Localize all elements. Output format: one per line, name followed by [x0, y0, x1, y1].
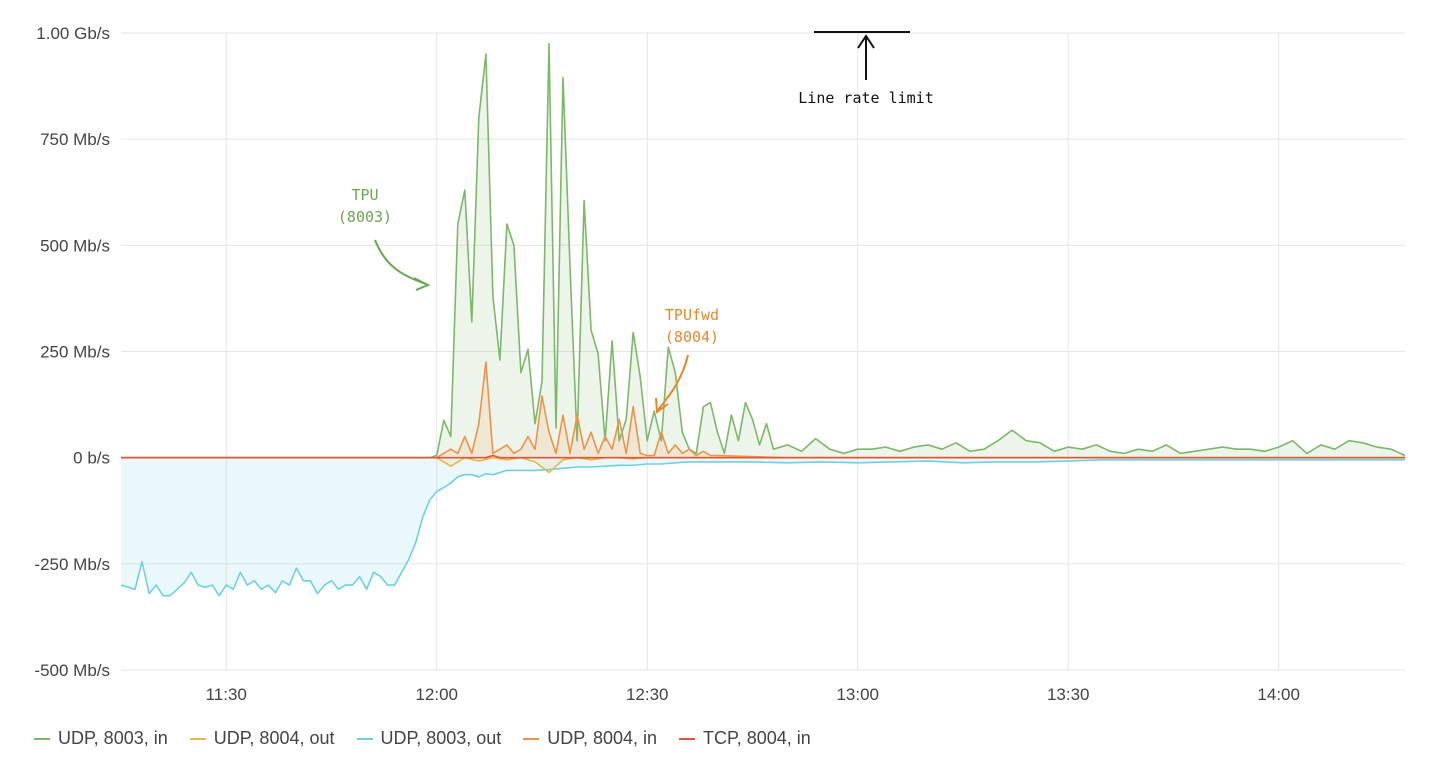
y-tick-label: 0 b/s — [73, 449, 110, 468]
legend-label: UDP, 8004, out — [213, 728, 335, 748]
legend-item[interactable]: TCP, 8004, in — [679, 728, 811, 749]
annotation-text: (8003) — [338, 208, 392, 226]
x-tick-label: 13:30 — [1047, 685, 1090, 704]
annotation-text: Line rate limit — [798, 89, 933, 107]
annotation-line-rate-limit: Line rate limit — [798, 31, 934, 107]
legend-item[interactable]: UDP, 8004, in — [523, 728, 657, 749]
series-lines — [120, 42, 1406, 597]
y-tick-label: -250 Mb/s — [34, 555, 110, 574]
x-axis-ticks: 11:30 12:00 12:30 13:00 13:30 14:00 — [206, 685, 1300, 704]
legend-label: UDP, 8004, in — [547, 728, 658, 748]
legend-swatch-icon — [679, 737, 696, 740]
y-tick-label: -500 Mb/s — [34, 661, 110, 680]
annotation-text: TPUfwd — [665, 306, 719, 324]
annotation-tpu: TPU (8003) — [338, 186, 431, 291]
arrow-icon — [374, 239, 431, 291]
x-tick-label: 13:00 — [836, 685, 879, 704]
annotation-tpufwd: TPUfwd (8004) — [655, 306, 719, 414]
y-tick-label: 250 Mb/s — [40, 343, 110, 362]
series-line — [121, 454, 1405, 459]
legend-label: TCP, 8004, in — [703, 728, 811, 748]
legend-item[interactable]: UDP, 8004, out — [189, 728, 335, 749]
legend-label: UDP, 8003, in — [58, 728, 168, 748]
y-tick-label: 1.00 Gb/s — [36, 24, 110, 43]
legend-item[interactable]: UDP, 8003, in — [34, 728, 168, 749]
annotation-text: TPU — [351, 186, 378, 204]
arrow-icon — [655, 354, 689, 414]
annotation-text: (8004) — [665, 328, 719, 346]
series-line — [120, 459, 1405, 597]
legend-swatch-icon — [523, 737, 540, 740]
legend-swatch-icon — [356, 737, 373, 740]
legend-swatch-icon — [34, 737, 50, 740]
y-tick-label: 500 Mb/s — [40, 236, 110, 255]
x-tick-label: 11:30 — [206, 685, 247, 704]
series-area — [121, 457, 1405, 596]
y-axis-ticks: 1.00 Gb/s 750 Mb/s 500 Mb/s 250 Mb/s 0 b/s -2… — [34, 24, 110, 680]
x-tick-label: 12:30 — [626, 685, 669, 704]
legend-item[interactable]: UDP, 8003, out — [356, 728, 502, 749]
x-tick-label: 14:00 — [1257, 685, 1300, 704]
series-line — [121, 42, 1406, 459]
arrow-up-icon — [857, 34, 875, 80]
legend-swatch-icon — [189, 737, 206, 740]
x-tick-label: 12:00 — [415, 685, 458, 704]
network-throughput-chart: 1.00 Gb/s 750 Mb/s 500 Mb/s 250 Mb/s 0 b/s -2… — [34, 24, 1406, 704]
y-tick-label: 750 Mb/s — [40, 130, 110, 149]
series-area — [121, 43, 1405, 458]
series-line — [121, 361, 1405, 459]
legend-label: UDP, 8003, out — [380, 728, 502, 748]
series-areas — [121, 43, 1405, 596]
legend: UDP, 8003, in UDP, 8004, out UDP, 8003, ou… — [34, 728, 811, 749]
